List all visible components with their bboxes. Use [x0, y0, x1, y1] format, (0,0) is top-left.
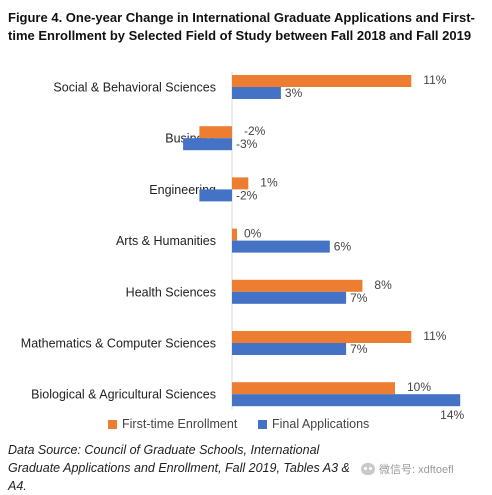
data-label-first-time-enrollment-social-and-behavioral-sciences: 11%	[423, 73, 446, 87]
data-label-first-time-enrollment-mathematics-and-computer-sciences: 11%	[423, 329, 446, 343]
bar-first-time-enrollment-engineering	[232, 177, 249, 190]
data-label-final-applications-biological-and-agricultural-sciences: 14%	[440, 408, 464, 422]
wechat-icon	[361, 463, 375, 475]
bar-chart: Social & Behavioral Sciences11%3%Busines…	[21, 72, 465, 431]
watermark-text: 微信号: xdftoefl	[379, 464, 454, 476]
data-label-final-applications-mathematics-and-computer-sciences: 7%	[350, 342, 368, 356]
legend-label-first-time-enrollment: First-time Enrollment	[122, 417, 238, 431]
legend-swatch-first-time-enrollment	[108, 420, 117, 429]
category-label-biological-and-agricultural-sciences: Biological & Agricultural Sciences	[31, 388, 216, 402]
bar-final-applications-engineering	[199, 189, 232, 202]
data-label-first-time-enrollment-health-sciences: 8%	[374, 278, 392, 292]
category-label-social-and-behavioral-sciences: Social & Behavioral Sciences	[53, 81, 216, 95]
bar-final-applications-social-and-behavioral-sciences	[232, 87, 281, 99]
bar-first-time-enrollment-business	[199, 126, 232, 139]
data-label-first-time-enrollment-business: -2%	[244, 124, 266, 138]
plot-area: Social & Behavioral Sciences11%3%Busines…	[21, 72, 465, 422]
legend-label-final-applications: Final Applications	[272, 417, 369, 431]
watermark: 微信号: xdftoefl	[361, 461, 454, 477]
bar-final-applications-biological-and-agricultural-sciences	[232, 394, 461, 407]
data-label-first-time-enrollment-biological-and-agricultural-sciences: 10%	[407, 380, 431, 394]
data-label-final-applications-business: -3%	[236, 137, 258, 151]
bar-final-applications-arts-and-humanities	[232, 240, 330, 253]
data-label-final-applications-social-and-behavioral-sciences: 3%	[285, 86, 303, 100]
chart-title: Figure 4. One-year Change in Internation…	[8, 10, 475, 43]
bar-first-time-enrollment-social-and-behavioral-sciences	[232, 75, 412, 87]
data-label-final-applications-health-sciences: 7%	[350, 291, 368, 305]
bar-first-time-enrollment-biological-and-agricultural-sciences	[232, 382, 395, 395]
legend-swatch-final-applications	[258, 420, 267, 429]
data-label-first-time-enrollment-engineering: 1%	[260, 175, 278, 189]
bar-final-applications-business	[183, 138, 232, 151]
bar-first-time-enrollment-health-sciences	[232, 279, 363, 292]
chart-legend: First-time Enrollment Final Applications	[108, 417, 369, 431]
bar-final-applications-mathematics-and-computer-sciences	[232, 343, 347, 355]
category-label-arts-and-humanities: Arts & Humanities	[116, 234, 216, 248]
source-note: Data Source: Council of Graduate Schools…	[8, 443, 350, 493]
category-label-mathematics-and-computer-sciences: Mathematics & Computer Sciences	[21, 337, 216, 351]
category-label-health-sciences: Health Sciences	[126, 285, 216, 299]
category-label-engineering: Engineering	[149, 183, 216, 197]
data-label-first-time-enrollment-arts-and-humanities: 0%	[244, 227, 262, 241]
bar-first-time-enrollment-mathematics-and-computer-sciences	[232, 331, 412, 343]
data-label-final-applications-engineering: -2%	[236, 188, 258, 202]
bar-first-time-enrollment-arts-and-humanities	[232, 228, 237, 241]
bar-final-applications-health-sciences	[232, 291, 347, 304]
data-label-final-applications-arts-and-humanities: 6%	[334, 240, 352, 254]
